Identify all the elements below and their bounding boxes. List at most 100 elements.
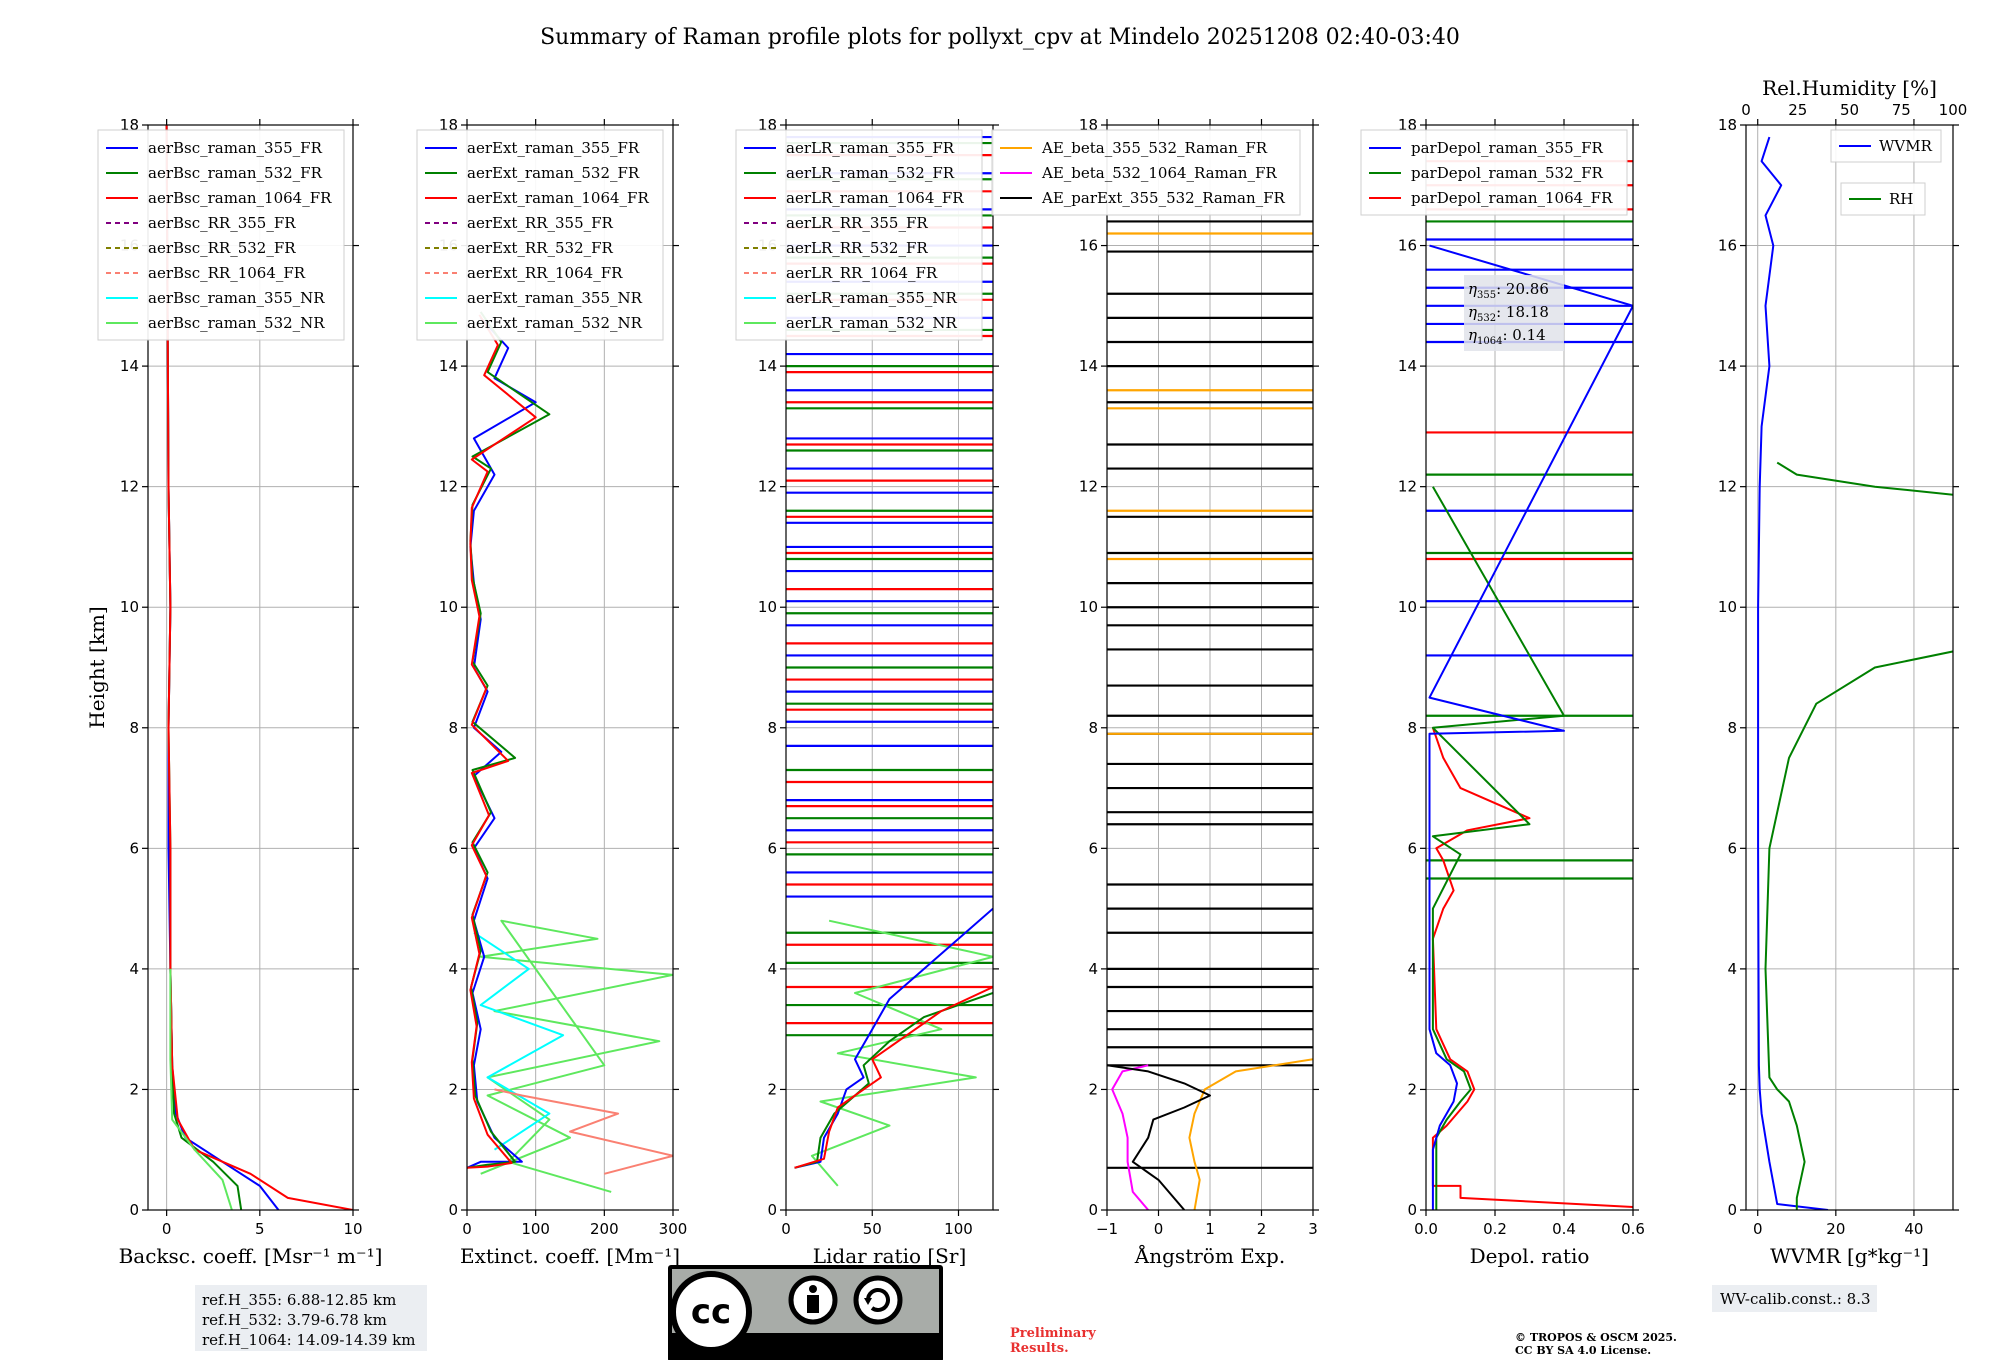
legend-frame — [991, 129, 1301, 216]
ytick-label: 2 — [129, 1080, 139, 1098]
legend-label: parDepol_raman_1064_FR — [1411, 189, 1613, 207]
ytick-label: 14 — [758, 357, 777, 375]
ytick-label: 2 — [448, 1080, 458, 1098]
series-line-aerLR_raman_355_FR — [794, 907, 993, 1169]
ytick-label: 6 — [129, 839, 139, 857]
plot-frame — [1745, 124, 1954, 1211]
legend-label: aerLR_raman_355_FR — [786, 139, 955, 157]
ytick-label: 8 — [767, 719, 777, 737]
ytick-label: 14 — [1718, 357, 1737, 375]
ytick-label: 10 — [439, 598, 458, 616]
xtick-label: 5 — [255, 1220, 265, 1238]
cc-by-label: BY — [799, 1338, 826, 1360]
legend-frame — [416, 129, 664, 341]
ytick-label: 0 — [1727, 1201, 1737, 1219]
legend-label: AE_beta_355_532_Raman_FR — [1041, 139, 1268, 157]
legend-label: aerExt_raman_1064_FR — [467, 189, 649, 207]
yaxis-label: Height [km] — [85, 606, 109, 728]
legend-frame — [735, 129, 983, 341]
legend-label: aerExt_raman_355_NR — [467, 289, 643, 307]
xtick-label: 0.0 — [1414, 1220, 1438, 1238]
ytick-label: 0 — [767, 1201, 777, 1219]
plot-frame — [466, 124, 674, 1211]
ytick-label: 10 — [1079, 598, 1098, 616]
legend-angstrom: AE_beta_355_532_Raman_FR AE_beta_532_1064… — [991, 129, 1301, 216]
series-line-aerLR_raman_1064_FR — [794, 986, 993, 1169]
series-line-WVMR — [1757, 136, 1829, 1210]
ytick-label: 4 — [129, 960, 139, 978]
legend-label: aerBsc_raman_355_FR — [148, 139, 323, 157]
x2tick-label: 0 — [1741, 101, 1751, 119]
xtick-label: 50 — [863, 1220, 882, 1238]
plot-area-angstrom — [1107, 220, 1313, 1210]
ytick-label: 4 — [767, 960, 777, 978]
ytick-label: 12 — [439, 478, 458, 496]
legend-label: aerExt_RR_355_FR — [467, 214, 614, 232]
ytick-label: 10 — [1398, 598, 1417, 616]
ytick-label: 4 — [1727, 960, 1737, 978]
ytick-label: 10 — [1718, 598, 1737, 616]
xtick-label: 3 — [1308, 1220, 1318, 1238]
ytick-label: 2 — [1407, 1080, 1417, 1098]
panel-backscatter: 0246810121416180510Backsc. coeff. [Msr⁻¹… — [85, 116, 382, 1268]
plot-frame — [785, 124, 994, 1211]
legend-label: aerExt_raman_532_NR — [467, 314, 643, 332]
ytick-label: 12 — [758, 478, 777, 496]
xtick-label: 100 — [521, 1220, 550, 1238]
legend-lidar_ratio: aerLR_raman_355_FR aerLR_raman_532_FR aerL… — [735, 129, 983, 341]
figure-title: Summary of Raman profile plots for polly… — [540, 25, 1460, 50]
xtick-label: 300 — [659, 1220, 688, 1238]
series-line-aerExt_raman_1064_FR — [467, 314, 537, 1169]
ytick-label: 2 — [1088, 1080, 1098, 1098]
xaxis-label: Backsc. coeff. [Msr⁻¹ m⁻¹] — [119, 1244, 383, 1268]
ytick-label: 0 — [1088, 1201, 1098, 1219]
ytick-label: 14 — [1079, 357, 1098, 375]
legend-label: WVMR — [1879, 137, 1933, 155]
ytick-label: 10 — [120, 598, 139, 616]
series-line-aerBsc_raman_532_NR — [169, 968, 233, 1210]
legend-label: aerLR_raman_532_FR — [786, 164, 955, 182]
legend-label: aerLR_raman_355_NR — [786, 289, 957, 307]
ytick-label: 0 — [129, 1201, 139, 1219]
eta-value-532: η532: 18.18 — [1468, 303, 1549, 324]
legend-label: parDepol_raman_532_FR — [1411, 164, 1604, 182]
ytick-label: 0 — [1407, 1201, 1417, 1219]
legend-label: aerLR_raman_1064_FR — [786, 189, 964, 207]
legend-label: aerBsc_RR_532_FR — [148, 239, 296, 257]
x2tick-label: 50 — [1840, 101, 1859, 119]
legend-depol: parDepol_raman_355_FR parDepol_raman_532_… — [1360, 129, 1628, 216]
series-line-AE_beta_532_1064_Raman_FR — [1111, 1064, 1149, 1210]
xtick-label: 10 — [343, 1220, 362, 1238]
panels-layer: 0246810121416180510Backsc. coeff. [Msr⁻¹… — [85, 76, 1967, 1268]
ref-height-532: ref.H_532: 3.79-6.78 km — [202, 1311, 387, 1329]
legend-frame — [1360, 129, 1628, 216]
ytick-label: 6 — [1088, 839, 1098, 857]
plot-frame — [147, 124, 354, 1211]
ytick-label: 4 — [1088, 960, 1098, 978]
legend-label: aerBsc_raman_1064_FR — [148, 189, 332, 207]
ytick-label: 2 — [1727, 1080, 1737, 1098]
ytick-label: 14 — [120, 357, 139, 375]
wv-calib-box: WV-calib.const.: 8.3 — [1712, 1285, 1877, 1312]
legend-label: aerLR_RR_355_FR — [786, 214, 928, 232]
legend-label: aerExt_RR_532_FR — [467, 239, 614, 257]
copyright-line-1: © TROPOS & OSCM 2025. — [1515, 1331, 1677, 1344]
plot-area-wvmr — [1757, 136, 1953, 1210]
legend-label: aerBsc_raman_532_NR — [148, 314, 325, 332]
xaxis-label: Extinct. coeff. [Mm⁻¹] — [460, 1244, 680, 1268]
ytick-label: 6 — [1407, 839, 1417, 857]
ytick-label: 12 — [1398, 478, 1417, 496]
plot-frame — [1425, 124, 1634, 1211]
ytick-label: 12 — [1718, 478, 1737, 496]
eta-value-1064: η1064: 0.14 — [1468, 326, 1546, 347]
ytick-label: 4 — [1407, 960, 1417, 978]
ytick-label: 16 — [1718, 237, 1737, 255]
ref-height-355: ref.H_355: 6.88-12.85 km — [202, 1291, 396, 1309]
ref-height-box: ref.H_355: 6.88-12.85 km ref.H_532: 3.79… — [195, 1285, 427, 1351]
eta-value-355: η355: 20.86 — [1468, 280, 1549, 301]
legend-label: aerBsc_raman_532_FR — [148, 164, 323, 182]
legend-frame — [97, 129, 345, 341]
xaxis-label: Lidar ratio [Sr] — [813, 1244, 967, 1268]
